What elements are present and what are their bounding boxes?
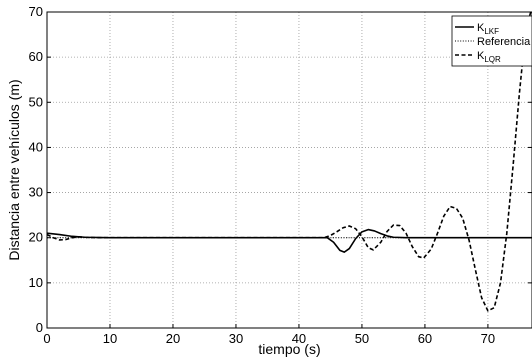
y-axis-title: Distancia entre vehículos (m) (6, 79, 22, 260)
y-tick-label: 40 (29, 139, 43, 154)
y-tick-label: 70 (29, 4, 43, 19)
x-tick-label: 30 (229, 331, 243, 346)
x-tick-label: 10 (103, 331, 117, 346)
legend-label-subscript: LKF (484, 27, 499, 36)
legend-label-main: K (477, 22, 485, 34)
y-tick-label: 50 (29, 94, 43, 109)
x-axis-title: tiempo (s) (258, 341, 320, 357)
y-tick-label: 0 (36, 320, 43, 335)
series-line-k-lkf (47, 228, 532, 253)
plot-frame (46, 11, 532, 329)
y-tick-label: 60 (29, 49, 43, 64)
series-lines (47, 12, 532, 312)
legend-label: KLQR (477, 50, 501, 64)
legend-label-subscript: LQR (484, 55, 501, 64)
y-tick-label: 20 (29, 230, 43, 245)
y-tick-label: 30 (29, 185, 43, 200)
x-tick-label: 0 (43, 331, 50, 346)
axis-ticks: 0 10 20 30 40 50 60 70 0 10 20 30 40 50 60 70 (29, 4, 532, 346)
legend-label: Referencia (477, 36, 531, 48)
legend-label: KLKF (477, 22, 499, 36)
y-tick-label: 10 (29, 275, 43, 290)
x-tick-label: 20 (166, 331, 180, 346)
legend-label-main: Referencia (477, 36, 531, 48)
legend-label-main: K (477, 50, 485, 62)
x-tick-label: 40 (292, 331, 306, 346)
series-line-k-lqr (47, 12, 532, 312)
x-tick-label: 70 (481, 331, 495, 346)
legend-box (451, 15, 532, 67)
x-tick-label: 50 (355, 331, 369, 346)
x-tick-label: 60 (418, 331, 432, 346)
